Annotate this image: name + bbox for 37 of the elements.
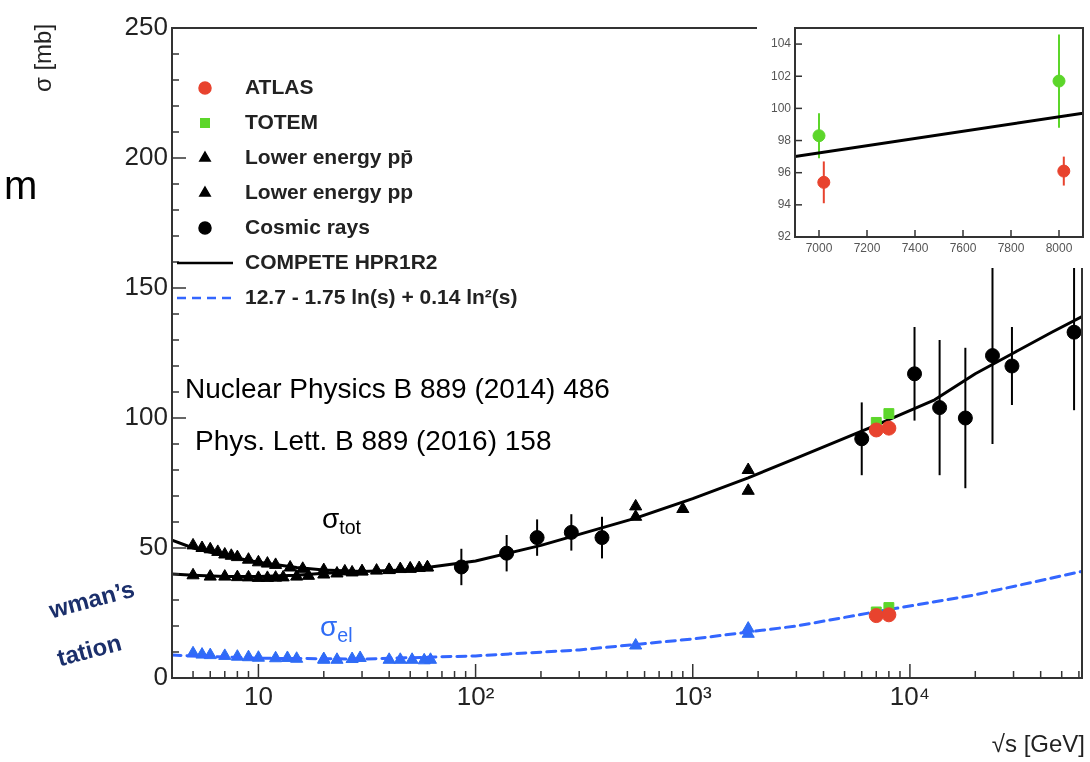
y-tick-label: 200 <box>124 141 168 172</box>
x-tick-label: 10 <box>243 680 273 711</box>
y-tick-label: 92 <box>777 229 792 244</box>
x-tick-label: 10³ <box>673 680 712 711</box>
text: tation <box>54 628 125 672</box>
x-tick-label: 8000 <box>1045 240 1073 255</box>
legend-label: COMPETE HPR1R2 <box>245 249 438 273</box>
legend-label: 12.7 - 1.75 ln(s) + 0.14 ln²(s) <box>245 284 518 308</box>
y-tick-label: 250 <box>124 11 168 42</box>
y-axis-title: σ [mb] <box>28 23 56 93</box>
legend-label: Cosmic rays <box>245 214 370 238</box>
x-tick-label: 7600 <box>949 240 977 255</box>
y-tick-label: 0 <box>153 661 168 692</box>
y-tick-label: 104 <box>770 36 792 51</box>
x-tick-label: 7000 <box>805 240 833 255</box>
text: m <box>4 163 38 208</box>
y-tick-label: 100 <box>770 100 792 115</box>
annotation: Nuclear Physics B 889 (2014) 486 <box>185 372 610 404</box>
legend-label: Lower energy pp <box>245 179 414 203</box>
y-tick-label: 98 <box>777 132 792 147</box>
annotation: Phys. Lett. B 889 (2016) 158 <box>195 424 552 456</box>
x-axis-title: √s [GeV] <box>991 729 1085 757</box>
x-tick-label: 7400 <box>901 240 929 255</box>
text: wman’s <box>45 574 138 624</box>
y-tick-label: 100 <box>124 401 168 432</box>
y-tick-label: 150 <box>124 271 168 302</box>
y-tick-label: 102 <box>770 68 792 83</box>
x-tick-label: 7200 <box>853 240 881 255</box>
legend-label: ATLAS <box>245 74 314 98</box>
x-tick-label: 7800 <box>997 240 1025 255</box>
x-tick-label: 10² <box>456 680 495 711</box>
y-tick-label: 50 <box>139 531 168 562</box>
y-tick-label: 94 <box>777 197 792 212</box>
legend-label: TOTEM <box>245 109 319 133</box>
legend-label: Lower energy pp̄ <box>245 144 414 168</box>
x-tick-label: 10⁴ <box>889 680 930 711</box>
y-tick-label: 96 <box>777 165 792 179</box>
